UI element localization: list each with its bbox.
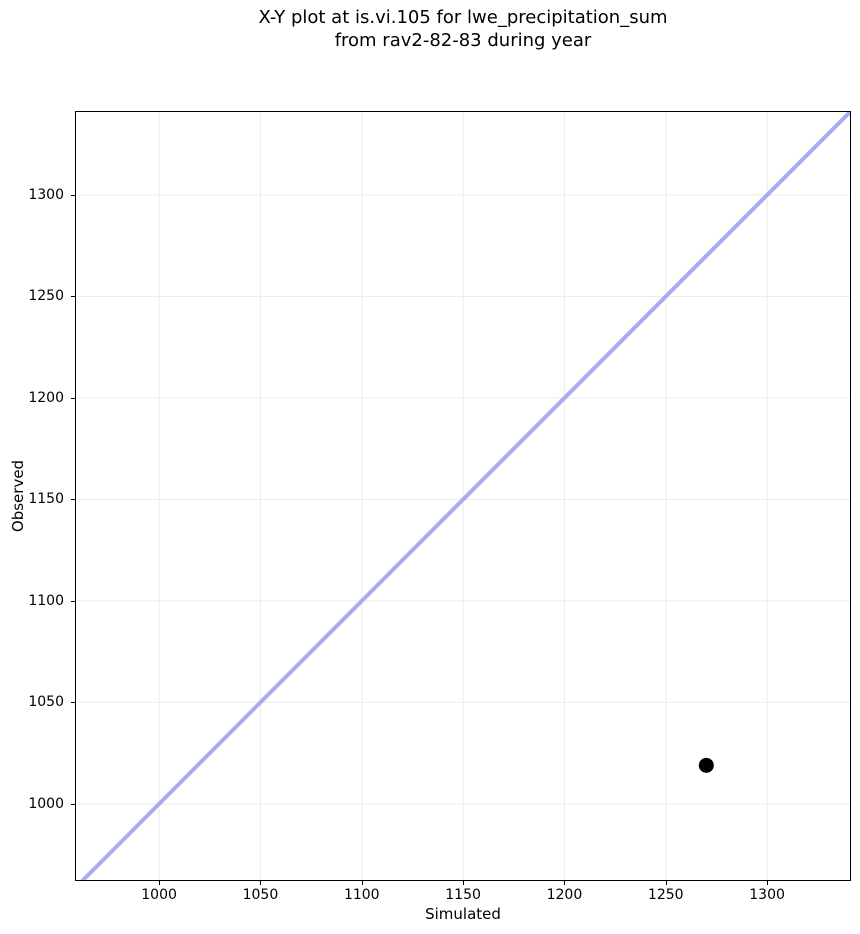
y-tick-mark	[71, 600, 75, 602]
y-tick-mark	[71, 397, 75, 399]
x-tick-mark	[767, 881, 769, 885]
identity-line	[80, 111, 851, 881]
x-tick-label: 1100	[343, 887, 380, 903]
chart-title-line-2: from rav2-82-83 during year	[334, 30, 592, 51]
y-tick-label: 1150	[28, 491, 64, 508]
x-tick-mark	[463, 881, 465, 885]
y-tick-label: 1250	[28, 288, 64, 305]
y-tick-mark	[71, 803, 75, 805]
y-tick-label: 1050	[28, 694, 64, 711]
y-tick-label: 1200	[28, 389, 64, 406]
plot-canvas	[75, 111, 851, 881]
y-tick-mark	[71, 195, 75, 197]
x-tick-label: 1200	[546, 887, 583, 903]
x-tick-mark	[665, 881, 667, 885]
y-axis-label: Observed	[9, 459, 27, 533]
plot-area	[75, 111, 851, 881]
x-tick-mark	[564, 881, 566, 885]
x-tick-label: 1050	[242, 887, 279, 903]
x-tick-mark	[159, 881, 161, 885]
x-tick-label: 1300	[749, 887, 785, 903]
x-tick-label: 1250	[647, 887, 684, 903]
y-tick-label: 1300	[28, 187, 64, 204]
chart-title-line-1: X-Y plot at is.vi.105 for lwe_precipitat…	[258, 7, 668, 28]
y-tick-mark	[71, 702, 75, 704]
x-tick-mark	[260, 881, 262, 885]
chart-title: X-Y plot at is.vi.105 for lwe_precipitat…	[75, 6, 851, 52]
y-tick-mark	[71, 499, 75, 501]
data-point	[698, 757, 714, 773]
x-tick-label: 1150	[445, 887, 481, 903]
x-tick-label: 1000	[141, 887, 177, 903]
y-tick-mark	[71, 296, 75, 298]
x-axis-label: Simulated	[425, 905, 501, 923]
y-tick-label: 1100	[28, 592, 64, 609]
x-tick-mark	[361, 881, 363, 885]
y-tick-label: 1000	[28, 795, 64, 812]
